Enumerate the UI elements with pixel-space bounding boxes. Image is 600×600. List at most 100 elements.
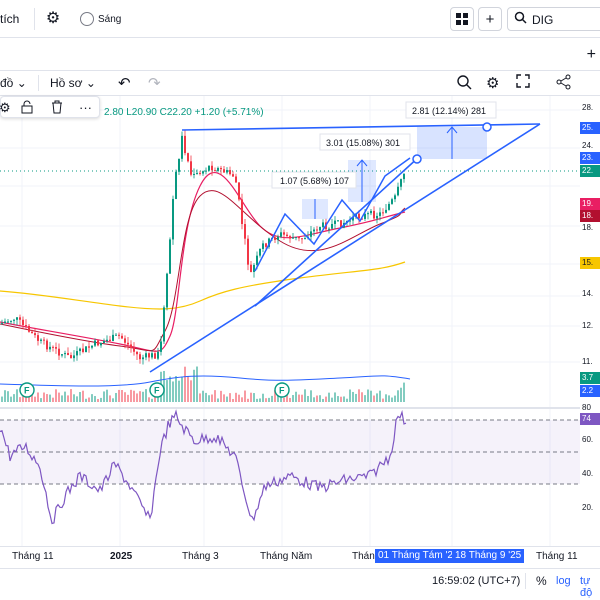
rsi-line xyxy=(0,409,407,525)
candle-body xyxy=(106,339,108,341)
volume-bar xyxy=(82,390,84,402)
volume-bar xyxy=(232,398,234,402)
theme-toggle[interactable]: Sáng xyxy=(80,11,121,27)
measure-label-3: 2.81 (12.14%) 281 xyxy=(405,101,497,119)
chart-canvas[interactable]: 1.07 (5.68%) 107 3.01 (15.08%) 301 2.81 … xyxy=(0,96,580,546)
volume-bar xyxy=(73,394,75,402)
candle-body xyxy=(124,338,126,343)
candle-body xyxy=(127,342,129,345)
candle-body xyxy=(220,167,222,170)
measure-arrow-head-3 xyxy=(446,126,458,134)
candle-body xyxy=(337,220,339,222)
candle-body xyxy=(331,223,333,229)
event-marker-2[interactable]: F xyxy=(149,382,165,398)
top-bar: tích ⚙ Sáng + DIG xyxy=(0,0,600,38)
share-icon[interactable] xyxy=(556,74,572,94)
candle-body xyxy=(40,339,42,341)
time-tick: Thán xyxy=(352,551,375,562)
lock-icon[interactable] xyxy=(21,100,33,117)
price-label-resistance: 25. xyxy=(580,122,600,134)
divider xyxy=(34,8,35,30)
volume-bar xyxy=(370,390,372,402)
settings-icon[interactable]: ⚙ xyxy=(0,100,11,115)
volume-bar xyxy=(352,391,354,402)
volume-bar xyxy=(46,394,48,402)
volume-bar xyxy=(262,393,264,402)
symbol-search-input[interactable]: DIG xyxy=(507,7,600,31)
gear-icon[interactable]: ⚙ xyxy=(45,10,61,27)
event-marker-3[interactable]: F xyxy=(274,382,290,398)
candle-body xyxy=(298,237,300,239)
volume-bar xyxy=(265,398,267,402)
candle-body xyxy=(184,135,186,154)
candle-body xyxy=(349,220,351,222)
volume-bar xyxy=(52,397,54,402)
volume-bar xyxy=(4,390,6,402)
rsi-current-label: 74 xyxy=(580,413,600,425)
candle-body xyxy=(247,238,249,265)
candle-body xyxy=(31,331,33,334)
volume-bar xyxy=(202,390,204,402)
volume-bar xyxy=(256,398,258,402)
volume-bar xyxy=(313,397,315,402)
volume-bar xyxy=(214,390,216,402)
time-range-end: 18 Tháng 9 '25 xyxy=(452,549,525,563)
rsi-tick: 20. xyxy=(582,503,594,512)
volume-bar xyxy=(16,389,18,402)
volume-bar xyxy=(55,389,57,402)
resistance-trendline[interactable] xyxy=(181,123,541,131)
candle-body xyxy=(187,153,189,162)
volume-bar xyxy=(403,382,405,402)
ascending-trendline[interactable] xyxy=(149,123,541,373)
volume-bar xyxy=(133,390,135,402)
volume-ma-line xyxy=(0,375,411,387)
candle-body xyxy=(64,353,66,355)
auto-scale-toggle[interactable]: tự độ xyxy=(580,575,593,599)
volume-bar xyxy=(121,390,123,402)
measure-handle-end[interactable] xyxy=(482,122,492,132)
bottom-bar: 16:59:02 (UTC+7) % log tự độ xyxy=(0,568,600,599)
volume-bar xyxy=(175,376,177,402)
rsi-tick: 60. xyxy=(582,435,594,444)
candle-body xyxy=(49,346,51,350)
event-marker-1[interactable]: F xyxy=(19,382,35,398)
more-icon[interactable]: ··· xyxy=(79,100,92,115)
price-axis[interactable]: 28. 25. 24. 23. 22. 19. 18. 18. 15. 14. … xyxy=(580,96,600,402)
profile-dropdown[interactable]: Hồ sơ ⌄ xyxy=(50,76,96,90)
trash-icon[interactable] xyxy=(51,100,63,117)
price-tick: 18. xyxy=(582,223,594,232)
log-scale-toggle[interactable]: log xyxy=(556,575,571,587)
undo-icon[interactable]: ↶ xyxy=(118,75,131,92)
measure-arrow-head-2 xyxy=(356,159,368,167)
new-tab-plus-icon[interactable]: + xyxy=(586,46,596,63)
fullscreen-icon[interactable] xyxy=(516,74,530,92)
chart-type-dropdown[interactable]: đồ ⌄ xyxy=(0,76,27,90)
clock-timezone[interactable]: 16:59:02 (UTC+7) xyxy=(432,575,521,587)
volume-bar xyxy=(319,395,321,402)
price-tick: 28. xyxy=(582,103,594,112)
volume-bar xyxy=(148,397,150,402)
settings-gear-icon[interactable]: ⚙ xyxy=(486,75,500,92)
volume-bar xyxy=(94,396,96,402)
channel-trendline[interactable] xyxy=(254,155,421,307)
measure-handle-start[interactable] xyxy=(412,154,422,164)
volume-bar xyxy=(115,392,117,402)
volume-bar xyxy=(391,397,393,402)
candle-body xyxy=(145,353,147,358)
percent-scale-toggle[interactable]: % xyxy=(536,574,547,588)
layout-grid-button[interactable] xyxy=(450,7,474,31)
redo-icon[interactable]: ↷ xyxy=(148,75,161,92)
ma-long-line xyxy=(0,261,406,310)
candle-body xyxy=(352,217,354,221)
time-tick: Tháng 11 xyxy=(536,551,578,562)
rsi-axis[interactable]: 80 74 60. 40. 20. xyxy=(580,403,600,538)
time-axis[interactable]: Tháng 11 2025 Tháng 3 Tháng Năm Thán 01 … xyxy=(0,546,600,564)
candle-body xyxy=(199,172,201,174)
add-symbol-button[interactable]: + xyxy=(478,7,502,31)
grid-icon xyxy=(456,13,468,25)
candle-body xyxy=(115,334,117,336)
zoom-search-icon[interactable] xyxy=(456,74,472,94)
candles xyxy=(1,130,405,365)
volume-bar xyxy=(283,397,285,402)
zigzag-pattern[interactable] xyxy=(254,157,411,272)
